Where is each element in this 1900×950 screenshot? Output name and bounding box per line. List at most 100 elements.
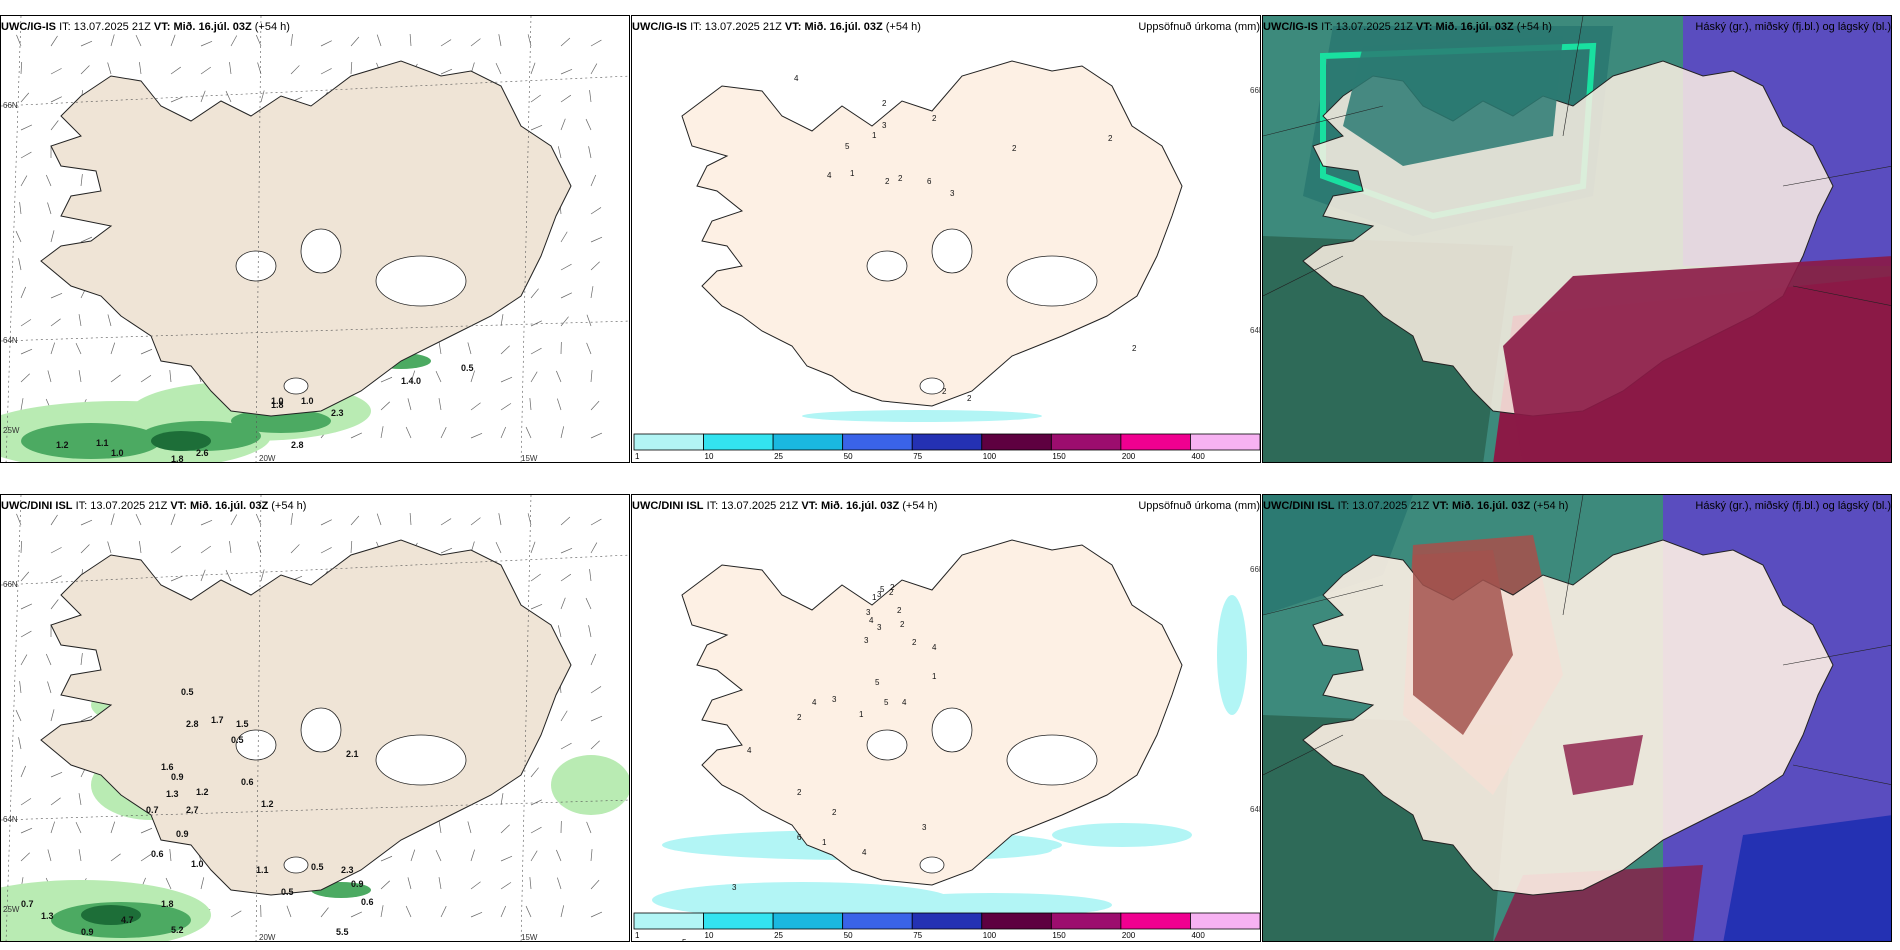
precip-title: Uppsöfnuð úrkoma (mm) — [1138, 21, 1260, 33]
accum-label: 1 — [872, 131, 877, 140]
model-name: UWC/DINI ISL — [1, 500, 73, 512]
wind-barb — [530, 124, 543, 131]
wind-barb — [170, 96, 183, 103]
wind-barb — [530, 573, 541, 582]
accum-label: 2 — [1012, 144, 1017, 153]
lat-label-64n: 64N — [3, 336, 18, 345]
wind-barb — [78, 849, 82, 862]
wind-barb — [470, 517, 481, 526]
wind-barb — [529, 877, 532, 890]
colorbar-tick-label: 10 — [704, 931, 714, 940]
colorbar-tick-label: 50 — [843, 452, 853, 461]
wind-barb — [590, 286, 594, 299]
precip-rate-label: 5.2 — [171, 925, 184, 935]
precip-rate-label: 0.9 — [176, 829, 189, 839]
wind-barb — [80, 174, 83, 187]
wind-barb — [556, 849, 562, 862]
colorbar-swatch — [772, 433, 844, 451]
panel-header: UWC/DINI ISL IT: 13.07.2025 21Z VT: Mið.… — [632, 497, 1260, 515]
wind-barb — [585, 118, 592, 131]
wind-barb — [560, 516, 571, 526]
wind-barb — [405, 426, 412, 439]
colorbar-tick-label: 50 — [843, 931, 853, 940]
wind-barb — [45, 174, 52, 187]
precip-rate-label: 2.3 — [341, 865, 354, 875]
colorbar-swatch — [1050, 912, 1122, 930]
wind-barb — [200, 90, 206, 103]
wind-barb — [586, 314, 592, 327]
accum-label: 3 — [877, 623, 882, 632]
wind-barb — [20, 124, 33, 131]
wind-barb — [107, 314, 112, 327]
precip-rate-label: 1.6 — [161, 762, 174, 772]
colorbar-tick-label: 400 — [1191, 452, 1205, 461]
accum-label: 2 — [797, 713, 802, 722]
wind-barb — [525, 905, 532, 918]
wind-barb — [139, 541, 142, 554]
accum-label: 2 — [912, 638, 917, 647]
precip-rate-label: 0.9 — [171, 772, 184, 782]
wind-barb — [530, 288, 539, 299]
precip-rate-label: 1.5 — [236, 719, 249, 729]
wind-barb — [590, 261, 600, 271]
wind-barb — [80, 653, 83, 666]
accum-label: 5 — [875, 678, 880, 687]
vt-value: Mið. 16.júl. 03Z — [1451, 500, 1531, 512]
wind-barb — [47, 202, 52, 215]
wind-barb — [350, 541, 353, 554]
panel-cloud-bottom: UWC/DINI ISL IT: 13.07.2025 21Z VT: Mið.… — [1262, 494, 1892, 942]
lat-label-66n: 66N — [1250, 86, 1260, 95]
wind-barb — [556, 877, 562, 890]
wind-barb — [50, 292, 63, 299]
wind-barb — [440, 906, 447, 918]
wind-barb — [410, 849, 416, 862]
wind-barb — [169, 370, 172, 383]
vt-value: Mið. 16.júl. 03Z — [804, 21, 883, 33]
accum-label: 4 — [902, 698, 907, 707]
wind-barb — [286, 905, 292, 918]
lead-time: (+54 h) — [271, 500, 307, 512]
wind-barb — [556, 370, 562, 383]
wind-barb — [50, 599, 59, 610]
wind-barb — [527, 34, 532, 47]
precip-rate-label: 1.7 — [211, 715, 224, 725]
lat-label-64n: 64N — [3, 815, 18, 824]
accum-label: 4 — [747, 746, 752, 755]
wind-barb — [50, 230, 55, 243]
wind-barb — [50, 821, 56, 834]
lon-label-20w: 20W — [259, 933, 276, 942]
wind-barb — [200, 40, 213, 47]
precip-rate-label: 0.6 — [241, 777, 254, 787]
colorbar-swatch — [981, 433, 1052, 451]
wind-barb — [20, 319, 32, 327]
wind-barb — [590, 39, 602, 47]
it-value: 13.07.2025 21Z — [704, 21, 782, 33]
wind-barb — [409, 513, 412, 526]
lead-time: (+54 h) — [1533, 500, 1569, 512]
lat-label-64n: 64N — [1250, 326, 1260, 335]
grid-lines — [1, 16, 629, 462]
wind-barb — [470, 912, 483, 918]
wind-barb — [530, 371, 538, 383]
wind-barb — [495, 541, 502, 554]
wind-barb — [530, 799, 542, 806]
accum-label: 1 — [850, 169, 855, 178]
wind-barb — [20, 765, 26, 778]
map-wind-bottom: 0.52.8 1.7 1.50.52.11.60.9 0.61.3 1.20.7 2.70… — [1, 495, 629, 941]
wind-barb — [75, 821, 82, 834]
wind-barb — [530, 850, 538, 862]
wind-barb — [47, 681, 52, 694]
precip-rate-label: 2.8 — [186, 719, 199, 729]
accum-label: 1 — [822, 838, 827, 847]
model-name: UWC/IG-IS — [1, 21, 56, 33]
it-value: 13.07.2025 21Z — [90, 500, 168, 512]
colorbar-swatch — [1120, 433, 1191, 451]
wind-barb — [200, 519, 213, 526]
accum-label: 2 — [967, 394, 972, 403]
panel-header: UWC/DINI ISL IT: 13.07.2025 21Z VT: Mið.… — [1, 497, 629, 515]
wind-barb — [560, 68, 573, 75]
accum-label: 5 — [880, 585, 885, 594]
panel-header: UWC/IG-IS IT: 13.07.2025 21Z VT: Mið. 16… — [1, 18, 629, 36]
wind-barb — [200, 66, 212, 75]
